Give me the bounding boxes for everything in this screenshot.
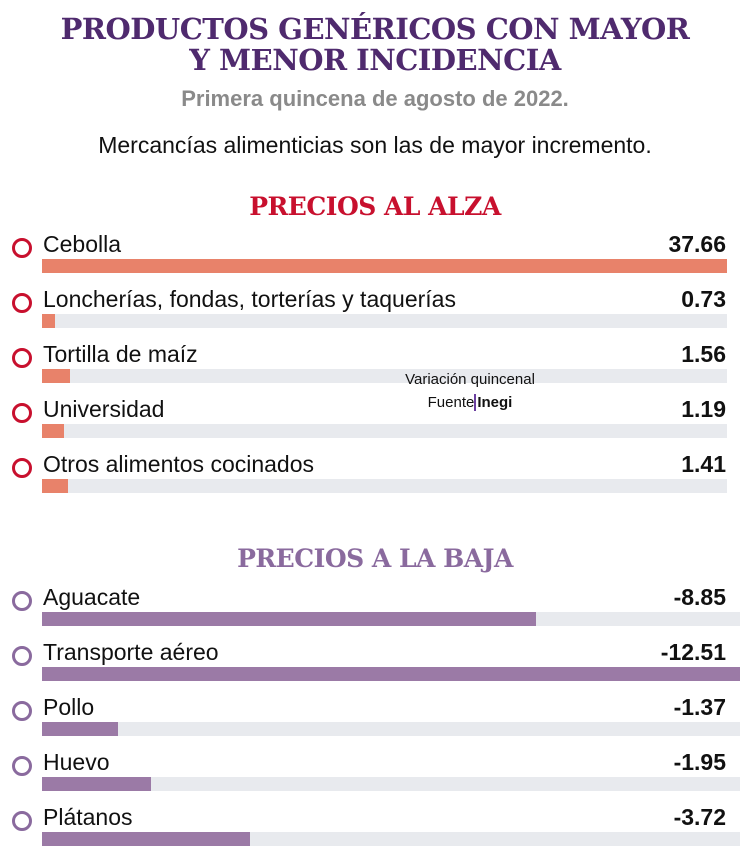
circle-icon — [12, 238, 32, 258]
circle-icon — [12, 348, 32, 368]
bar — [42, 832, 250, 846]
source-note: Fuente Inegi — [380, 394, 560, 411]
circle-icon — [12, 646, 32, 666]
bar-label: Huevo — [43, 749, 110, 775]
description: Mercancías alimenticias son las de mayor… — [98, 132, 652, 158]
circle-icon — [12, 293, 32, 313]
title-line-1: PRODUCTOS GENÉRICOS CON MAYOR — [60, 12, 690, 46]
bar-label: Pollo — [43, 694, 95, 720]
circle-icon — [12, 701, 32, 721]
bar-label: Loncherías, fondas, torterías y taquería… — [43, 286, 456, 312]
bar — [42, 369, 71, 383]
bar-track — [42, 722, 740, 736]
bar — [42, 479, 68, 493]
bar-value: -1.37 — [673, 694, 726, 720]
circle-icon — [12, 811, 32, 831]
bar-track — [42, 667, 740, 681]
section-title-down: PRECIOS A LA BAJA — [237, 544, 513, 573]
bar-value: 1.19 — [681, 396, 726, 422]
bar-track — [42, 424, 727, 438]
circle-icon — [12, 756, 32, 776]
title-line-2: Y MENOR INCIDENCIA — [189, 43, 561, 77]
bar — [42, 314, 56, 328]
bar-track — [42, 832, 740, 846]
circle-icon — [12, 403, 32, 423]
subtitle: Primera quincena de agosto de 2022. — [181, 86, 569, 111]
bar-track — [42, 777, 740, 791]
bar-value: 1.41 — [681, 451, 726, 477]
chart-title: PRODUCTOS GENÉRICOS CON MAYOR Y MENOR IN… — [0, 14, 750, 76]
bar-value: 0.73 — [681, 286, 726, 312]
bar-label: Transporte aéreo — [43, 639, 219, 665]
bar-track — [42, 479, 727, 493]
bar-row: Huevo -1.95 — [12, 749, 740, 799]
circle-icon — [12, 458, 32, 478]
source-name: Inegi — [474, 394, 513, 411]
bar — [42, 424, 64, 438]
bar-track — [42, 369, 727, 383]
bar-row: Transporte aéreo -12.51 — [12, 639, 740, 689]
bar-row: Plátanos -3.72 — [12, 804, 740, 854]
circle-icon — [12, 591, 32, 611]
bar-label: Universidad — [43, 396, 165, 422]
bar-track — [42, 314, 727, 328]
note-label: Variación quincenal — [405, 371, 535, 388]
bar-value: -8.85 — [673, 584, 726, 610]
bar-row: Tortilla de maíz 1.56 — [12, 341, 740, 391]
section-title-up: PRECIOS AL ALZA — [249, 192, 501, 221]
bar-row: Otros alimentos cocinados 1.41 — [12, 451, 740, 501]
bar-label: Plátanos — [43, 804, 133, 830]
bar-value: -12.51 — [660, 639, 726, 665]
bar-row: Universidad 1.19 — [12, 396, 740, 446]
bar-value: -1.95 — [673, 749, 726, 775]
bar-value: -3.72 — [673, 804, 726, 830]
bar — [42, 722, 119, 736]
bar — [42, 259, 727, 273]
bar-row: Aguacate -8.85 — [12, 584, 740, 634]
bar-row: Loncherías, fondas, torterías y taquería… — [12, 286, 740, 336]
bar-label: Aguacate — [43, 584, 141, 610]
bar-value: 37.66 — [668, 231, 726, 257]
bar-row: Cebolla 37.66 — [12, 231, 740, 281]
bar-label: Otros alimentos cocinados — [43, 451, 315, 477]
bar — [42, 777, 151, 791]
bar-track — [42, 612, 740, 626]
bar-track — [42, 259, 727, 273]
bar-value: 1.56 — [681, 341, 726, 367]
bar-label: Cebolla — [43, 231, 121, 257]
bar — [42, 667, 740, 681]
bar-row: Pollo -1.37 — [12, 694, 740, 744]
source-prefix: Fuente — [427, 394, 475, 411]
bar-label: Tortilla de maíz — [43, 341, 198, 367]
bar — [42, 612, 536, 626]
